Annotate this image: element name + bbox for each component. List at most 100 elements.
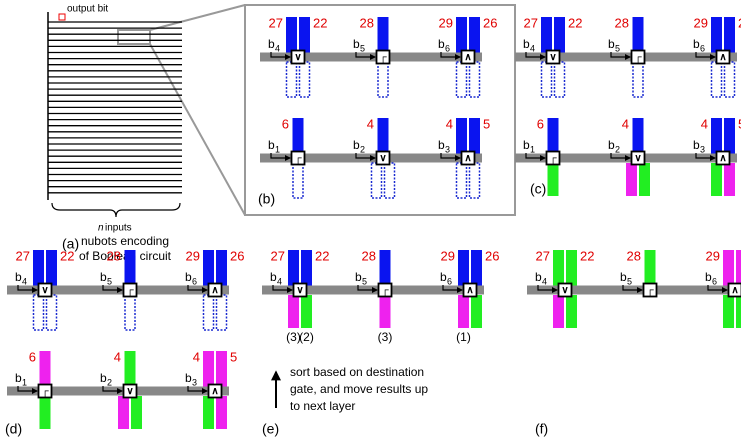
inputs-text: inputs bbox=[105, 223, 132, 234]
output-marker bbox=[58, 13, 66, 21]
placeholder-bar bbox=[370, 162, 383, 199]
order-note: (3) bbox=[286, 330, 301, 344]
gate-symbol: ∧ bbox=[731, 285, 738, 296]
input-arrow bbox=[355, 52, 376, 60]
zoom-box bbox=[117, 29, 151, 45]
note-text: to next layer bbox=[290, 399, 355, 413]
monomer-bar bbox=[216, 351, 227, 387]
gate-box bbox=[727, 282, 741, 298]
gate-symbol: ∨ bbox=[296, 285, 303, 296]
gate-box bbox=[375, 49, 391, 65]
placeholder-bar bbox=[468, 162, 481, 199]
num-label: 26 bbox=[485, 248, 499, 263]
input-label: b bbox=[523, 37, 530, 51]
input-sub: 6 bbox=[447, 276, 452, 286]
num-label: 27 bbox=[16, 248, 30, 263]
order-note: (3) bbox=[378, 330, 393, 344]
input-label: b bbox=[608, 138, 615, 152]
monomer-bar bbox=[469, 118, 480, 154]
monomer-bar bbox=[216, 250, 227, 286]
input-label: b bbox=[440, 270, 447, 284]
num-label: 28 bbox=[360, 15, 374, 30]
gate-symbol: ∧ bbox=[211, 386, 218, 397]
num-label: 29 bbox=[694, 15, 708, 30]
panel-a: output bit n inputs (a) nubots encoding … bbox=[47, 4, 246, 263]
gate-box bbox=[630, 150, 646, 166]
input-sub: 1 bbox=[22, 377, 27, 387]
monomer-bar bbox=[711, 118, 722, 154]
result-bar bbox=[639, 163, 650, 196]
monomer-bar bbox=[379, 250, 391, 286]
monomer-bar bbox=[299, 17, 310, 53]
monomer-bar bbox=[46, 250, 57, 286]
num-label: 29 bbox=[186, 248, 200, 263]
note-text: sort based on destination bbox=[290, 365, 424, 379]
monomer-bar bbox=[471, 250, 482, 286]
num-label: 6 bbox=[537, 116, 544, 131]
result-bar bbox=[724, 163, 735, 196]
gate-symbol: ∧ bbox=[464, 52, 471, 63]
num-label: 6 bbox=[282, 116, 289, 131]
monomer-bar bbox=[724, 118, 735, 154]
gate-symbol: ┌ bbox=[381, 285, 389, 296]
num-label: 29 bbox=[441, 248, 455, 263]
placeholder-bar bbox=[215, 294, 228, 331]
result-bar bbox=[723, 295, 734, 328]
monomer-bar bbox=[541, 17, 552, 53]
result-bar bbox=[458, 295, 469, 328]
gate-symbol: ∨ bbox=[41, 285, 48, 296]
gate-box bbox=[122, 282, 138, 298]
input-label: b bbox=[353, 37, 360, 51]
gate-box bbox=[290, 49, 306, 65]
num-label: 26 bbox=[738, 15, 741, 30]
num-label: 27 bbox=[536, 248, 550, 263]
placeholder-bar bbox=[377, 61, 389, 98]
input-sub: 1 bbox=[530, 144, 535, 154]
gate-box bbox=[715, 49, 731, 65]
placeholder-bar bbox=[468, 61, 481, 98]
monomer-bar bbox=[292, 118, 304, 154]
monomer-bar bbox=[288, 250, 299, 286]
gate-symbol: ┌ bbox=[634, 52, 642, 63]
gate-symbol: ∧ bbox=[719, 52, 726, 63]
input-arrow bbox=[440, 52, 461, 60]
num-label: 29 bbox=[439, 15, 453, 30]
gate-symbol: ∨ bbox=[561, 285, 568, 296]
order-note: (1) bbox=[456, 330, 471, 344]
gate-symbol: ┌ bbox=[294, 153, 302, 164]
num-label: 4 bbox=[622, 116, 629, 131]
num-label: 22 bbox=[568, 15, 582, 30]
placeholder-bar bbox=[285, 61, 298, 98]
num-label: 22 bbox=[315, 248, 329, 263]
gate-box bbox=[545, 49, 561, 65]
gate-box bbox=[642, 282, 658, 298]
placeholder-bar bbox=[45, 294, 58, 331]
monomer-bar bbox=[723, 250, 734, 286]
num-label: 5 bbox=[483, 116, 490, 131]
gate-box bbox=[715, 150, 731, 166]
num-label: 6 bbox=[29, 349, 36, 364]
gate-box bbox=[207, 383, 223, 399]
input-arrow bbox=[537, 285, 558, 293]
input-sub: 4 bbox=[542, 276, 547, 286]
input-label: b bbox=[15, 270, 22, 284]
result-bar bbox=[131, 396, 142, 429]
monomer-bar bbox=[33, 250, 44, 286]
placeholder-bar bbox=[455, 61, 468, 98]
panel-label: (d) bbox=[5, 421, 22, 437]
panel-label: (e) bbox=[262, 421, 279, 437]
gate-box bbox=[207, 282, 223, 298]
gate-box bbox=[122, 383, 138, 399]
placeholder-bar bbox=[723, 61, 736, 98]
input-label: b bbox=[693, 37, 700, 51]
num-label: 4 bbox=[701, 116, 708, 131]
input-arrow bbox=[270, 52, 291, 60]
result-bar bbox=[626, 163, 637, 196]
input-sub: 5 bbox=[360, 43, 365, 53]
panel-label: (b) bbox=[258, 191, 275, 207]
num-label: 4 bbox=[367, 116, 374, 131]
input-arrow bbox=[525, 52, 546, 60]
input-label: b bbox=[15, 371, 22, 385]
placeholder-bar bbox=[32, 294, 45, 331]
result-bar bbox=[301, 295, 312, 328]
